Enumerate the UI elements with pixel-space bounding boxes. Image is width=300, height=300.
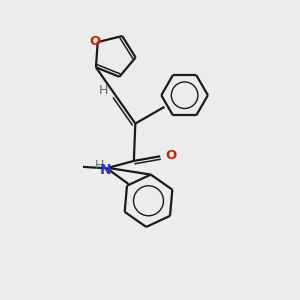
Text: H: H — [95, 159, 104, 172]
Text: O: O — [90, 35, 101, 48]
Text: O: O — [166, 149, 177, 162]
Text: H: H — [98, 84, 108, 97]
Text: N: N — [100, 163, 111, 177]
